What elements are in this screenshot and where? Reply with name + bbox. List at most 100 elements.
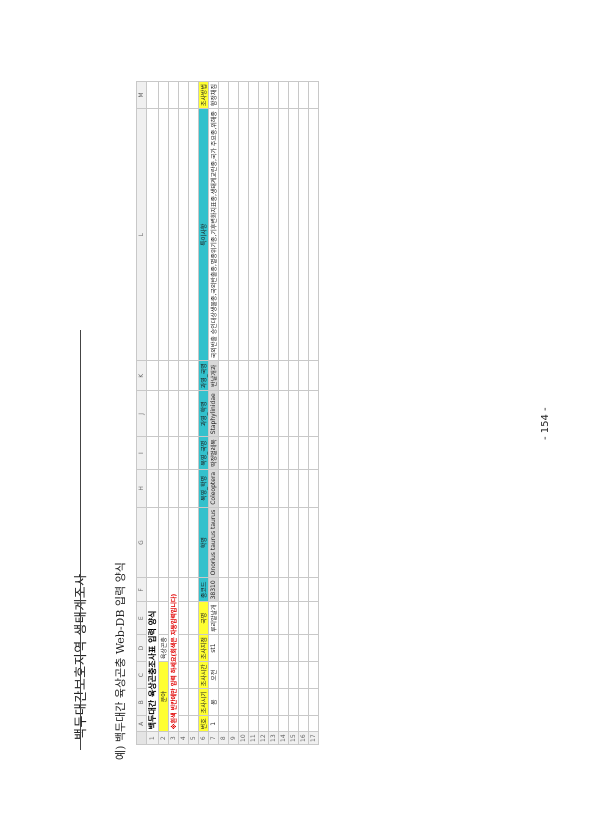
data-cell[interactable]: 딱정벌레목 xyxy=(208,436,219,470)
cell[interactable] xyxy=(298,661,309,689)
cell[interactable] xyxy=(278,634,289,662)
row-number[interactable]: 1 xyxy=(146,731,159,745)
cell[interactable] xyxy=(228,436,239,470)
cell[interactable] xyxy=(288,436,299,470)
cell[interactable] xyxy=(168,507,179,578)
header-cell[interactable]: 학명 xyxy=(198,507,209,578)
row-number[interactable]: 10 xyxy=(238,731,249,745)
cell[interactable] xyxy=(278,507,289,578)
cell[interactable] xyxy=(278,661,289,689)
cell[interactable] xyxy=(178,715,189,732)
cell[interactable] xyxy=(288,469,299,508)
data-cell[interactable]: Onorius taurus taurus xyxy=(208,507,219,578)
cell[interactable] xyxy=(308,108,319,361)
cell[interactable] xyxy=(158,436,169,470)
cell[interactable] xyxy=(158,108,169,361)
cell[interactable] xyxy=(158,81,169,109)
header-cell[interactable]: 번호 xyxy=(198,715,209,732)
cell[interactable] xyxy=(298,360,309,391)
cell[interactable] xyxy=(228,81,239,109)
cell[interactable] xyxy=(218,81,229,109)
cell[interactable] xyxy=(228,469,239,508)
cell[interactable] xyxy=(248,507,259,578)
cell[interactable] xyxy=(188,715,199,732)
cell[interactable] xyxy=(168,436,179,470)
cell[interactable] xyxy=(188,81,199,109)
cell[interactable] xyxy=(238,507,249,578)
cell[interactable] xyxy=(288,601,299,635)
cell[interactable] xyxy=(268,715,279,732)
cell[interactable] xyxy=(258,108,269,361)
cell[interactable] xyxy=(248,634,259,662)
header-cell[interactable]: 조사시기 xyxy=(198,688,209,716)
cell[interactable] xyxy=(188,634,199,662)
cell[interactable] xyxy=(158,469,169,508)
cell[interactable] xyxy=(278,688,289,716)
cell[interactable] xyxy=(268,577,279,602)
header-cell[interactable]: 조사시간 xyxy=(198,661,209,689)
cell[interactable] xyxy=(268,507,279,578)
cell[interactable] xyxy=(228,688,239,716)
cell[interactable] xyxy=(178,390,189,437)
cell[interactable] xyxy=(258,507,269,578)
row-number[interactable]: 12 xyxy=(258,731,269,745)
cell[interactable] xyxy=(218,577,229,602)
cell[interactable] xyxy=(278,81,289,109)
cell[interactable] xyxy=(218,715,229,732)
cell[interactable] xyxy=(298,469,309,508)
cell[interactable] xyxy=(146,507,159,578)
cell[interactable] xyxy=(218,436,229,470)
cell[interactable] xyxy=(168,360,179,391)
column-header[interactable]: I xyxy=(136,436,147,470)
cell[interactable] xyxy=(248,360,259,391)
cell[interactable] xyxy=(258,436,269,470)
cell[interactable] xyxy=(258,360,269,391)
cell[interactable] xyxy=(146,577,159,602)
cell[interactable] xyxy=(248,469,259,508)
header-cell[interactable]: 특이사항 xyxy=(198,108,209,361)
cell[interactable] xyxy=(288,390,299,437)
cell[interactable] xyxy=(188,507,199,578)
row-number[interactable]: 4 xyxy=(178,731,189,745)
cell[interactable] xyxy=(278,436,289,470)
instruction-note[interactable]: ※흰색 빈칸에만 입력 하세요(회색은 자동입력입니다) xyxy=(168,577,179,732)
cell[interactable] xyxy=(258,577,269,602)
cell[interactable] xyxy=(238,108,249,361)
cell[interactable] xyxy=(308,390,319,437)
cell[interactable] xyxy=(238,601,249,635)
cell[interactable] xyxy=(268,601,279,635)
header-cell[interactable]: 조사지점 xyxy=(198,634,209,662)
field-label-cell[interactable]: 분야 xyxy=(158,661,169,732)
cell[interactable] xyxy=(258,601,269,635)
data-cell[interactable]: 오전 xyxy=(208,661,219,689)
cell[interactable] xyxy=(268,108,279,361)
cell[interactable] xyxy=(298,601,309,635)
cell[interactable] xyxy=(238,390,249,437)
cell[interactable] xyxy=(188,390,199,437)
cell[interactable] xyxy=(268,469,279,508)
cell[interactable] xyxy=(228,360,239,391)
cell[interactable] xyxy=(308,360,319,391)
cell[interactable] xyxy=(218,661,229,689)
header-cell[interactable]: 조사방법 xyxy=(198,81,209,109)
sheet-title[interactable]: 백두대간 육상곤충조사표 입력 양식 xyxy=(146,601,159,732)
cell[interactable] xyxy=(168,108,179,361)
cell[interactable] xyxy=(248,661,259,689)
cell[interactable] xyxy=(248,715,259,732)
cell[interactable] xyxy=(218,469,229,508)
cell[interactable] xyxy=(258,715,269,732)
cell[interactable] xyxy=(146,469,159,508)
cell[interactable] xyxy=(218,360,229,391)
cell[interactable] xyxy=(178,661,189,689)
cell[interactable] xyxy=(288,577,299,602)
cell[interactable] xyxy=(178,601,189,635)
cell[interactable] xyxy=(248,601,259,635)
cell[interactable] xyxy=(218,507,229,578)
cell[interactable] xyxy=(228,634,239,662)
column-header[interactable]: K xyxy=(136,360,147,391)
cell[interactable] xyxy=(168,469,179,508)
cell[interactable] xyxy=(268,436,279,470)
cell[interactable] xyxy=(168,390,179,437)
cell[interactable] xyxy=(238,688,249,716)
cell[interactable] xyxy=(278,390,289,437)
